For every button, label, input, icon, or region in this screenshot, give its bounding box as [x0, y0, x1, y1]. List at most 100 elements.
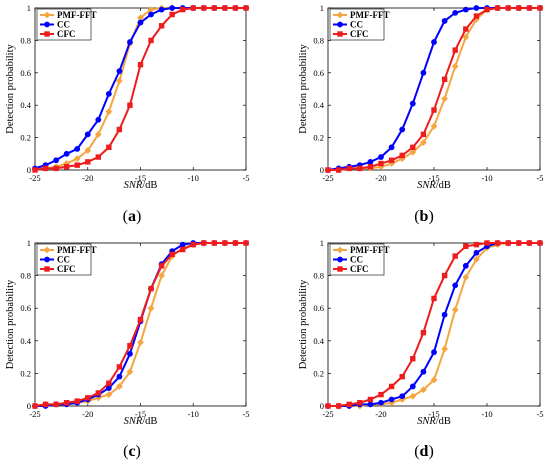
- chart-3-y-tick-label-0: 0: [27, 401, 31, 411]
- chart-4-legend-label-0: PMF-FFT: [350, 245, 390, 255]
- chart-4-point-cc-9: [420, 368, 427, 375]
- chart-2-point-pmf-fft-8: [409, 148, 417, 156]
- chart-3-point-cc-7: [105, 385, 112, 391]
- chart-4-x-axis-label: SNR/dB: [417, 416, 451, 427]
- chart-1-y-tick-label-4: 0.8: [20, 35, 31, 45]
- chart-3-point-cfc-0: [32, 403, 38, 409]
- chart-1-point-pmf-fft-7: [105, 108, 113, 116]
- chart-1-point-cc-8: [116, 68, 123, 75]
- chart-4-point-pmf-fft-12: [451, 306, 459, 314]
- chart-3-point-pmf-fft-11: [147, 304, 155, 312]
- chart-2-point-pmf-fft-13: [462, 33, 470, 41]
- chart-3-series-cfc: [32, 240, 249, 409]
- chart-1-point-cfc-0: [32, 167, 38, 173]
- chart-3-x-tick-label-1: -20: [82, 409, 93, 419]
- chart-4-point-cc-13: [462, 262, 469, 269]
- chart-2-x-tick-label-2: -15: [428, 173, 439, 183]
- chart-3-point-cfc-16: [201, 240, 207, 246]
- chart-4-point-pmf-fft-14: [473, 255, 480, 263]
- chart-2-x-tick-label-3: -10: [481, 173, 492, 183]
- chart-4-point-pmf-fft-9: [420, 386, 427, 394]
- chart-3-y-axis-label: Detection probability: [5, 279, 16, 369]
- chart-3-point-cfc-3: [63, 400, 70, 406]
- chart-4-point-cfc-5: [378, 391, 384, 398]
- chart-2-point-cc-7: [399, 126, 406, 133]
- chart-1-point-cfc-6: [95, 154, 101, 160]
- chart-1-point-pmf-fft-3: [63, 160, 71, 167]
- chart-1-point-pmf-fft-10: [137, 14, 144, 22]
- chart-1-point-cfc-20: [243, 5, 249, 11]
- chart-3-panel-label: (c): [123, 443, 141, 460]
- chart-4-x-tick-label-1: -20: [375, 409, 386, 419]
- chart-4-point-cfc-17: [505, 240, 511, 246]
- chart-2-point-cfc-17: [505, 5, 511, 11]
- chart-2-point-cfc-5: [378, 160, 384, 167]
- chart-4-point-cc-8: [409, 383, 416, 390]
- chart-1-legend-label-1: CC: [57, 20, 70, 30]
- chart-1-y-tick-label-5: 1: [27, 3, 31, 13]
- chart-3-legend-label-2: CFC: [57, 264, 76, 274]
- chart-4-point-cc-6: [388, 396, 395, 403]
- chart-4-point-cc-4: [367, 401, 374, 408]
- chart-4-point-cfc-1: [335, 403, 342, 409]
- chart-4-point-cfc-3: [357, 400, 363, 406]
- chart-2-point-cfc-12: [452, 47, 458, 53]
- chart-2-point-pmf-fft-9: [420, 139, 427, 146]
- chart-3-point-cfc-8: [116, 364, 123, 370]
- chart-3-y-tick-label-3: 0.6: [20, 303, 31, 313]
- chart-1-point-cc-13: [169, 5, 176, 11]
- chart-1-panel-label: (a): [123, 208, 142, 225]
- chart-1-point-cfc-7: [106, 144, 112, 151]
- chart-3-point-cfc-15: [190, 241, 196, 248]
- chart-2-legend-marker-0: [336, 11, 344, 19]
- chart-2-point-cfc-3: [357, 165, 363, 172]
- chart-1-point-cc-9: [127, 39, 133, 45]
- chart-4-point-pmf-fft-8: [409, 392, 417, 400]
- chart-1-legend-marker-1: [44, 21, 50, 28]
- chart-4-point-cfc-9: [420, 329, 427, 336]
- chart-4-point-cfc-11: [441, 272, 448, 279]
- chart-1: -25 -20 -15 -10 -5 0 0.2 0.4 0.6 0.8 1 SNR/dB Detect…: [5, 3, 250, 225]
- chart-3-point-cc-14: [179, 241, 186, 248]
- chart-2-point-cc-13: [462, 6, 469, 13]
- chart-4-point-cfc-15: [484, 240, 490, 246]
- chart-1-y-tick-label-3: 0.6: [20, 68, 31, 78]
- chart-1-x-tick-label-3: -10: [188, 173, 199, 183]
- chart-4-y-axis-label: Detection probability: [298, 279, 309, 369]
- chart-3-legend-marker-0: [43, 246, 51, 254]
- chart-4-legend-marker-1: [337, 256, 343, 263]
- chart-4-x-tick-label-4: -5: [536, 409, 543, 419]
- chart-1-x-tick-label-0: -25: [29, 173, 40, 183]
- chart-1-legend-marker-0: [43, 11, 51, 19]
- chart-3-point-pmf-fft-10: [137, 339, 144, 346]
- chart-1-point-cc-6: [95, 116, 102, 123]
- chart-4-point-cfc-6: [388, 383, 395, 390]
- chart-4-point-cc-7: [399, 393, 406, 400]
- chart-2-x-axis-label: SNR/dB: [417, 180, 451, 191]
- chart-2-point-cfc-4: [367, 164, 374, 170]
- chart-4-point-cfc-12: [452, 253, 458, 259]
- chart-2-x-tick-label-1: -20: [375, 173, 386, 183]
- chart-1-y-axis-label: Detection probability: [5, 43, 16, 133]
- chart-4-y-tick-label-0: 0: [320, 401, 324, 411]
- chart-2: -25 -20 -15 -10 -5 0 0.2 0.4 0.6 0.8 1 SNR/dB Detect…: [298, 3, 544, 225]
- chart-1-point-cfc-14: [180, 6, 186, 13]
- chart-2-point-cfc-9: [420, 131, 427, 138]
- chart-2-series-cfc: [325, 5, 543, 173]
- chart-2-point-pmf-fft-11: [441, 95, 448, 103]
- chart-3-y-tick-label-2: 0.4: [20, 336, 31, 346]
- chart-1-y-tick-label-0: 0: [27, 165, 31, 175]
- chart-2-point-cfc-11: [441, 76, 448, 82]
- chart-2-point-cc-12: [452, 9, 459, 16]
- chart-2-point-cfc-2: [346, 165, 352, 172]
- chart-4-point-cc-14: [473, 249, 480, 256]
- chart-1-point-cfc-8: [116, 126, 123, 133]
- chart-1-point-cc-5: [84, 131, 91, 138]
- chart-4-legend-label-1: CC: [350, 255, 363, 265]
- chart-1-point-cfc-16: [201, 5, 207, 11]
- chart-1-y-tick-label-1: 0.2: [20, 133, 31, 143]
- chart-3-point-cfc-12: [158, 263, 165, 269]
- chart-4-point-cfc-20: [537, 240, 543, 246]
